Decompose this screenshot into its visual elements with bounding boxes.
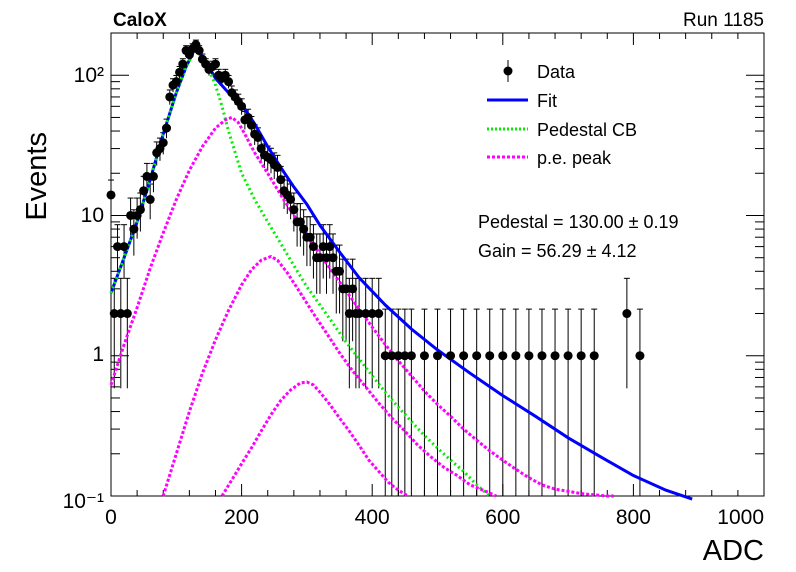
y-axis-label: Events [21,132,53,221]
data-point [498,351,508,361]
legend: Data Fit Pedestal CB p.e. peak [487,60,637,168]
legend-entry-fit: Fit [537,91,557,111]
y-tick-label: 10² [74,64,104,87]
y-tick-label: 10⁻¹ [63,490,104,513]
data-point [162,123,172,133]
pedestal-annotation: Pedestal = 130.00 ± 0.19 [478,212,679,232]
data-point [537,351,547,361]
data-point [148,171,158,181]
pe-peak-curve [161,254,497,498]
data-point [511,351,521,361]
data-point [419,351,429,361]
data-point [485,351,495,361]
data-point [380,351,390,361]
legend-entry-data: Data [537,62,576,82]
legend-data-marker [503,66,513,76]
data-point [243,112,253,122]
data-point [171,77,181,87]
header-right-label: Run 1185 [683,10,764,31]
data-point [135,205,145,215]
data-point [253,132,263,142]
data-point [289,205,299,215]
data-point [361,309,371,319]
data-point [246,120,256,130]
data-point [305,232,315,242]
legend-entry-pe: p.e. peak [537,148,612,168]
data-point [210,59,220,69]
header-left-label: CaloX [113,10,167,31]
data-point [524,351,534,361]
data-point [109,309,119,319]
data-point [295,217,305,227]
data-point [550,351,560,361]
legend-entry-pedestal: Pedestal CB [537,120,637,140]
data-point [341,284,351,294]
pe-peak-curve [109,115,614,498]
data-point [106,190,116,200]
data-point [119,242,129,252]
data-point [367,309,377,319]
data-point [318,242,328,252]
data-point [286,194,296,204]
x-tick-label: 800 [616,506,651,529]
data-point [348,284,358,294]
y-tick-label: 1 [92,343,104,366]
data-point [406,351,416,361]
data-point [122,309,132,319]
data-point [178,59,188,69]
data-point [335,266,345,276]
data-point [589,351,599,361]
data-point [175,67,185,77]
data-point [142,171,152,181]
data-point [158,138,168,148]
y-tick-label: 10 [81,204,104,227]
gain-annotation: Gain = 56.29 ± 4.12 [478,241,637,261]
data-point [299,224,309,234]
data-point [145,194,155,204]
data-point [374,309,384,319]
data-point [635,351,645,361]
x-axis-label: ADC [703,535,764,567]
x-tick-label: 1000 [717,506,764,529]
data-point [129,224,139,234]
data-point [446,351,456,361]
x-tick-label: 200 [224,506,259,529]
data-point [194,46,204,56]
data-point [328,253,338,263]
data-point [321,253,331,263]
data-point [472,351,482,361]
x-tick-label: 400 [355,506,390,529]
data-point [325,242,335,252]
data-point [315,253,325,263]
data-point [393,351,403,361]
data-point [563,351,573,361]
data-point [165,92,175,102]
data-point [139,186,149,196]
data-point [273,162,283,172]
data-point [354,309,364,319]
data-point [224,77,234,87]
data-points [106,40,645,361]
data-point [344,309,354,319]
x-tick-label: 600 [485,506,520,529]
data-point [276,175,286,185]
data-point [113,242,123,252]
data-point [126,210,136,220]
x-tick-label: 0 [105,506,117,529]
data-point [387,351,397,361]
pe-peak-curve [220,380,409,498]
data-point [400,351,410,361]
data-point [116,309,126,319]
data-point [459,351,469,361]
data-point [433,351,442,361]
data-point [576,351,586,361]
data-point [622,309,632,319]
data-point [308,242,318,252]
data-point [237,101,247,111]
